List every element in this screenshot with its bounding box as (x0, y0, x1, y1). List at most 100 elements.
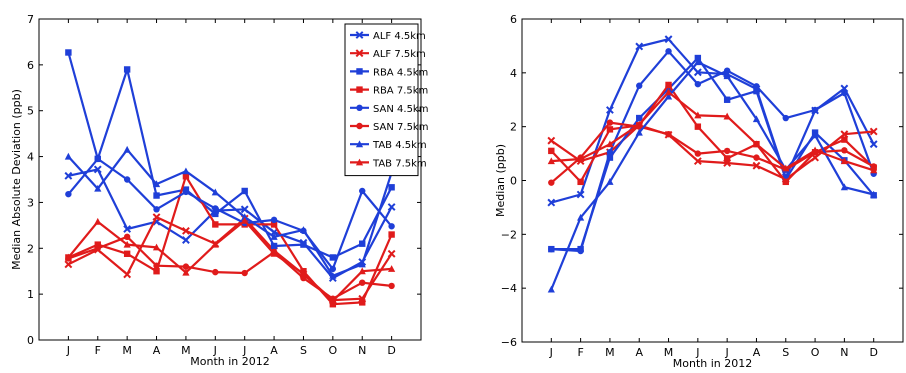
x-axis-label: Month in 2012 (190, 355, 270, 368)
y-tick-label: 1 (27, 288, 34, 301)
data-point (635, 120, 643, 128)
series-san-7-5km (65, 233, 395, 302)
data-point (388, 265, 396, 272)
data-point (212, 205, 219, 212)
data-point (577, 155, 585, 162)
data-point (388, 282, 395, 290)
data-point (211, 240, 219, 248)
data-point (548, 245, 555, 253)
data-point (299, 226, 308, 233)
data-point (241, 187, 248, 195)
data-point (694, 80, 702, 88)
data-point (547, 285, 555, 293)
data-point (64, 152, 72, 160)
data-point-b (606, 106, 614, 114)
data-point (840, 157, 848, 165)
data-point-b (635, 42, 644, 51)
data-point (241, 213, 249, 221)
data-point (359, 299, 366, 306)
y-tick-label: 0 (27, 334, 34, 347)
data-point (606, 126, 614, 133)
data-point (811, 146, 819, 154)
data-point-b (664, 35, 673, 44)
y-tick-label: 7 (27, 13, 34, 26)
data-point (65, 49, 72, 56)
x-tick-label: A (270, 344, 278, 357)
x-tick-label: D (387, 344, 395, 357)
data-point (152, 243, 161, 251)
y-tick-label: 2 (27, 242, 34, 255)
data-point (840, 183, 848, 191)
data-point-b (182, 226, 190, 235)
data-point (635, 128, 643, 136)
y-tick-label: 6 (510, 13, 517, 26)
data-point (841, 89, 848, 97)
data-point (870, 190, 878, 198)
data-point (270, 221, 278, 228)
y-tick-label: −4 (501, 282, 517, 295)
legend-marker (356, 122, 363, 130)
data-point-b (64, 171, 73, 180)
legend-marker (355, 140, 364, 148)
data-point (548, 179, 555, 186)
data-point-b (693, 157, 702, 166)
data-point (270, 216, 278, 224)
chart-panel-1: 0 1 2 3 4 5 6 7 J F M A M J J A S O N D Month in 2012 Median … (10, 13, 428, 368)
x-tick-label: A (153, 344, 161, 357)
legend: ALF 4.5km ALF 7.5km RBA 4.5km RBA 7.5km SAN … (344, 23, 428, 177)
data-point-b (123, 270, 132, 279)
series-line (67, 175, 393, 306)
data-point (270, 242, 278, 250)
data-point (152, 180, 161, 188)
series-rba-7-5km (548, 81, 877, 186)
legend-marker-b (355, 31, 364, 39)
data-point (606, 140, 614, 148)
data-point (123, 233, 131, 241)
legend-label: TAB 4.5km (372, 140, 427, 151)
data-point (182, 268, 190, 276)
data-point (723, 96, 731, 103)
data-point (182, 167, 190, 175)
data-point (547, 157, 555, 165)
data-point (64, 253, 72, 261)
series-line (67, 52, 393, 259)
data-point (664, 88, 673, 96)
legend-entry: SAN 4.5km (350, 104, 428, 115)
data-point (811, 131, 819, 139)
data-point (329, 297, 337, 305)
legend-label: ALF 4.5km (373, 31, 426, 42)
y-tick-label: 3 (27, 196, 34, 209)
x-tick-label: J (549, 346, 553, 359)
data-point (782, 178, 789, 186)
series-line (551, 38, 875, 204)
x-tick-label: J (695, 346, 699, 359)
chart-panel-2: −6 −4 −2 0 2 4 6 J F M A M J J A S O N D Month in 2012 Media… (494, 13, 904, 370)
data-point (329, 265, 337, 273)
legend-label: TAB 7.5km (372, 158, 427, 169)
data-point (753, 87, 760, 95)
data-point (782, 114, 789, 122)
data-point (359, 279, 366, 286)
series-line (67, 216, 393, 302)
data-point (664, 92, 673, 100)
data-point-b (123, 225, 132, 233)
y-tick-label: 4 (27, 151, 34, 164)
data-point (94, 155, 101, 163)
legend-marker-b (355, 49, 364, 58)
data-point (241, 216, 249, 224)
data-point (212, 221, 219, 228)
x-tick-label: N (358, 344, 366, 357)
data-point (694, 150, 702, 157)
data-point (636, 82, 643, 89)
data-point (782, 164, 790, 172)
series-alf-7-5km (64, 213, 396, 305)
data-point-b (387, 249, 396, 258)
x-tick-label: M (181, 344, 191, 357)
legend-marker (355, 158, 364, 166)
data-point (723, 155, 731, 162)
data-point (723, 67, 731, 74)
data-point (182, 263, 190, 270)
data-point-b (93, 165, 102, 174)
legend-marker (356, 104, 363, 112)
series-line (551, 50, 875, 253)
